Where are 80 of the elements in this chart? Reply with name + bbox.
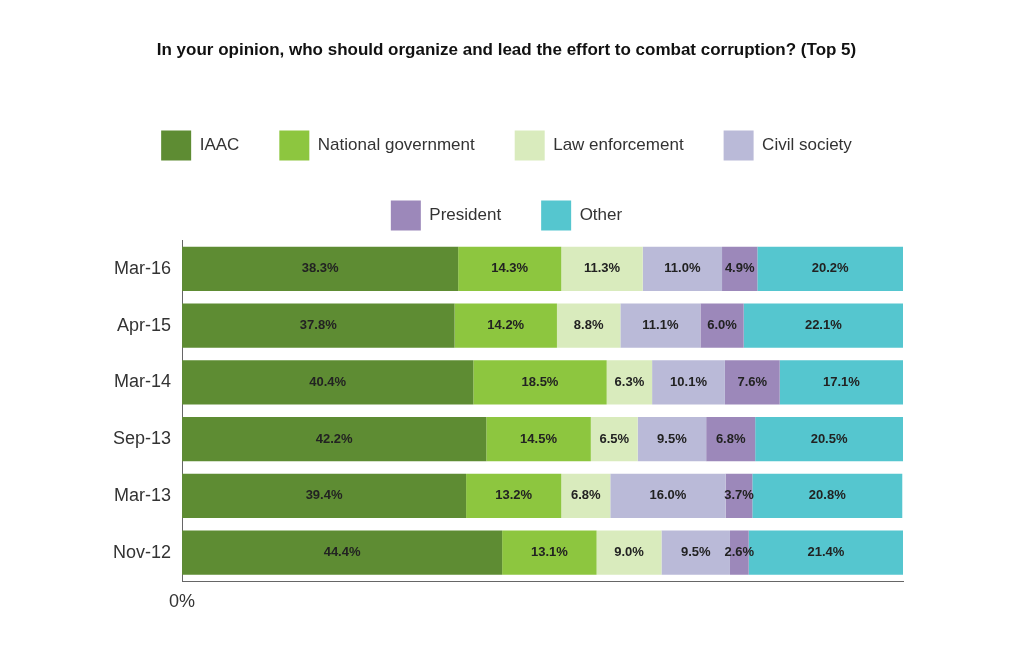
bar [556, 303, 621, 348]
data-label: 2.6% [724, 544, 755, 560]
bar [473, 360, 607, 405]
chart-title: In your opinion, who should organize and lead the effort to combat corruption? (Top 5) [156, 39, 857, 59]
data-label: 6.3% [614, 373, 645, 389]
legend-label: National government [317, 135, 475, 155]
legend-label: Civil society [762, 135, 853, 155]
bar [182, 473, 467, 518]
bar [637, 416, 707, 462]
data-label: 8.8% [573, 317, 604, 333]
bar [458, 246, 562, 291]
bar [757, 246, 903, 291]
bar [596, 530, 662, 575]
data-label: 13.1% [530, 544, 569, 560]
data-label: 3.7% [724, 487, 755, 503]
data-label: 10.1% [670, 373, 708, 389]
bar [779, 360, 903, 405]
data-label: 44.4% [323, 544, 361, 560]
bar [182, 360, 474, 405]
text: 0% [169, 590, 196, 611]
data-label: 6.8% [570, 487, 602, 503]
data-label: 9.0% [614, 544, 645, 560]
data-label: 42.2% [315, 430, 354, 446]
bar [620, 303, 701, 348]
data-label: 21.4% [807, 544, 845, 560]
bar [724, 360, 780, 405]
bar [755, 416, 903, 462]
data-label: 7.6% [737, 373, 768, 389]
legend-label: Other [579, 205, 623, 225]
data-label: 37.8% [299, 317, 338, 333]
data-label: 9.5% [657, 430, 688, 446]
bar [182, 246, 459, 291]
data-label: 39.4% [305, 487, 343, 503]
data-label: 14.2% [487, 317, 525, 333]
y-tick-label: Sep-13 [113, 428, 172, 449]
bar [182, 303, 455, 348]
bar [561, 246, 643, 291]
bar [182, 530, 503, 575]
bar [502, 530, 597, 575]
data-label: 20.8% [808, 487, 847, 503]
data-label: 40.4% [309, 373, 347, 389]
data-label: 4.9% [724, 260, 755, 276]
data-label: 20.2% [811, 260, 850, 276]
data-label: 11.3% [583, 260, 621, 276]
bar [642, 246, 723, 291]
data-label: 13.2% [495, 487, 533, 503]
y-tick-label: Mar-16 [114, 257, 172, 278]
y-tick-label: Apr-15 [117, 314, 172, 335]
data-label: 6.0% [707, 317, 738, 333]
bar [652, 360, 725, 405]
bar [486, 416, 591, 462]
bar [590, 416, 638, 462]
bar [454, 303, 557, 348]
bar [700, 303, 744, 348]
y-tick-label: Nov-12 [113, 541, 172, 562]
data-label: 6.5% [599, 430, 630, 446]
y-tick-label: Mar-14 [114, 371, 172, 392]
y-tick-label: Mar-13 [114, 484, 172, 505]
data-label: 9.5% [680, 544, 711, 560]
bar [182, 416, 487, 462]
data-label: 14.5% [520, 430, 558, 446]
bar [561, 473, 611, 518]
bar [466, 473, 562, 518]
bar [610, 473, 726, 518]
data-label: 6.8% [715, 430, 746, 446]
legend-label: Law enforcement [553, 135, 684, 155]
data-label: 38.3% [301, 260, 339, 276]
data-label: 11.1% [642, 317, 679, 333]
data-label: 11.0% [664, 260, 701, 276]
bar [706, 416, 756, 462]
bar [743, 303, 903, 348]
data-label: 22.1% [804, 317, 843, 333]
data-label: 16.0% [649, 487, 687, 503]
data-label: 18.5% [521, 373, 559, 389]
legend-label: President [429, 205, 502, 225]
legend-label: IAAC [199, 135, 240, 155]
data-label: 14.3% [491, 260, 529, 276]
data-label: 20.5% [810, 430, 848, 446]
data-label: 17.1% [822, 373, 861, 389]
bar [752, 473, 903, 518]
